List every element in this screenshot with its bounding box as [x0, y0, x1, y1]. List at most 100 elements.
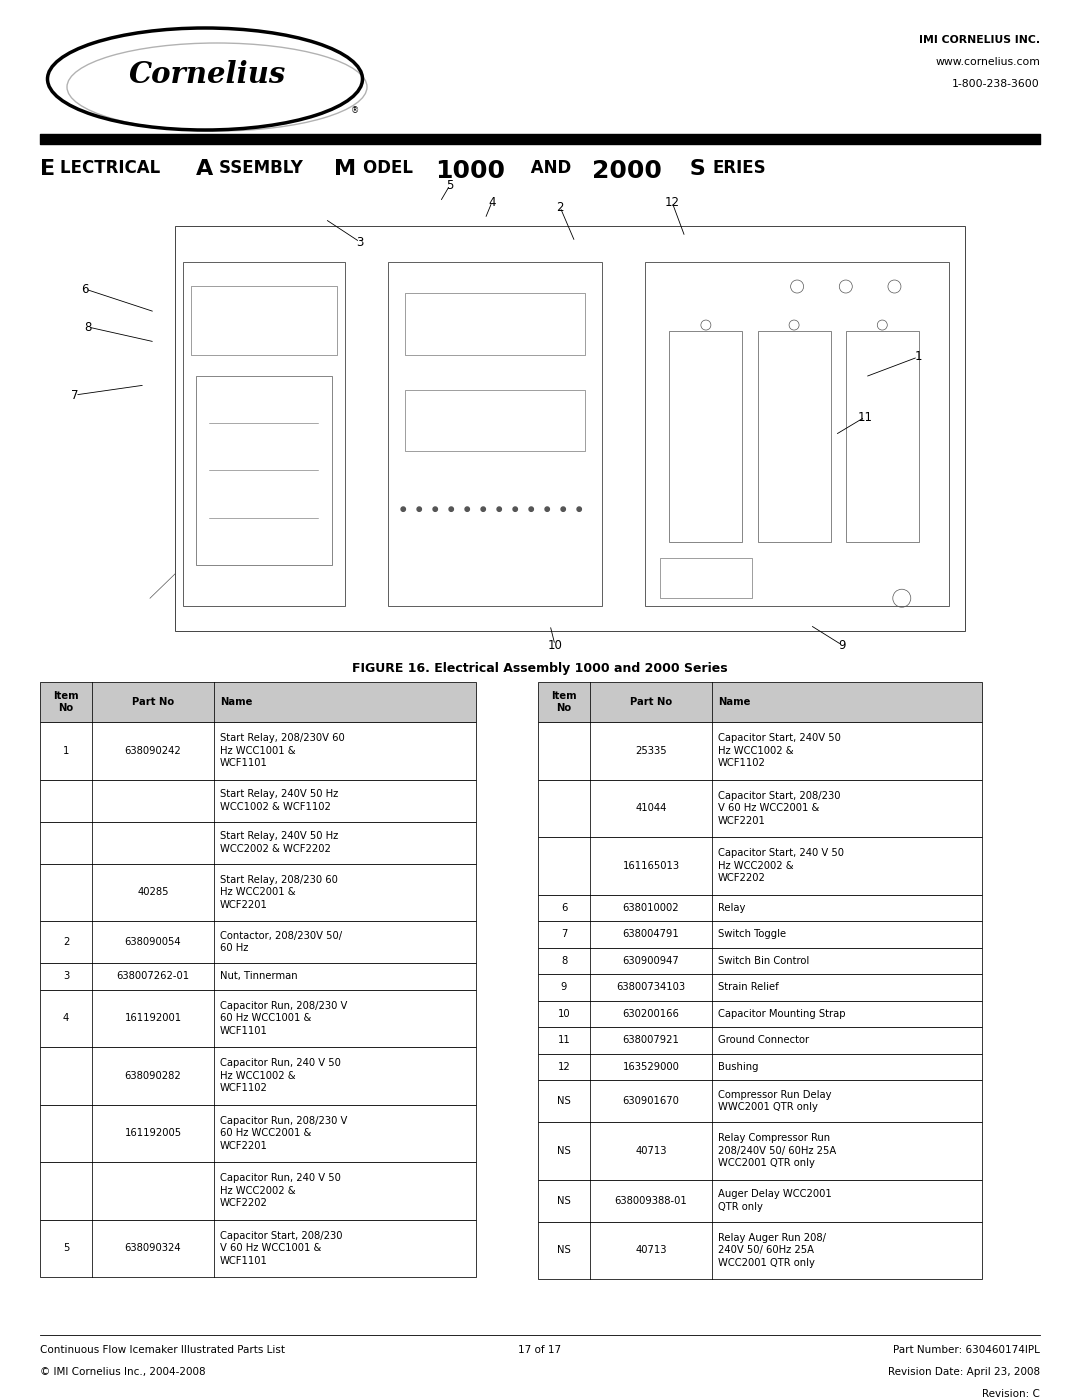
Bar — [195, 376, 332, 564]
Text: 630900947: 630900947 — [623, 956, 679, 965]
Bar — [645, 263, 949, 606]
Text: Nut, Tinnerman: Nut, Tinnerman — [220, 971, 298, 981]
Text: 8: 8 — [561, 956, 567, 965]
Text: M: M — [334, 159, 356, 179]
Text: Bushing: Bushing — [718, 1062, 758, 1071]
Text: Part Number: 630460174IPL: Part Number: 630460174IPL — [893, 1345, 1040, 1355]
Circle shape — [481, 507, 485, 511]
Circle shape — [417, 507, 421, 511]
Bar — [405, 390, 584, 451]
Text: Auger Delay WCC2001
QTR only: Auger Delay WCC2001 QTR only — [718, 1189, 832, 1211]
Circle shape — [449, 507, 454, 511]
Text: IMI CORNELIUS INC.: IMI CORNELIUS INC. — [919, 35, 1040, 45]
Circle shape — [497, 507, 501, 511]
Text: 40285: 40285 — [137, 887, 168, 897]
Text: 6: 6 — [81, 282, 89, 296]
Text: Name: Name — [718, 697, 751, 707]
Circle shape — [465, 507, 470, 511]
Text: 3: 3 — [63, 971, 69, 981]
Text: 1-800-238-3600: 1-800-238-3600 — [953, 80, 1040, 89]
Text: Capacitor Mounting Strap: Capacitor Mounting Strap — [718, 1009, 846, 1018]
Text: Capacitor Start, 240 V 50
Hz WCC2002 &
WCF2202: Capacitor Start, 240 V 50 Hz WCC2002 & W… — [718, 848, 843, 883]
Bar — [40, 1046, 476, 1105]
Bar — [40, 821, 476, 863]
Bar — [846, 331, 919, 542]
Text: 638090242: 638090242 — [124, 746, 181, 756]
Text: 12: 12 — [557, 1062, 570, 1071]
Text: 2: 2 — [63, 937, 69, 947]
Text: 11: 11 — [858, 411, 873, 423]
Bar — [191, 286, 337, 355]
Text: 7: 7 — [71, 388, 79, 401]
Text: 638004791: 638004791 — [623, 929, 679, 939]
Text: Strain Relief: Strain Relief — [718, 982, 779, 992]
Text: 638010002: 638010002 — [623, 902, 679, 912]
Text: 161192001: 161192001 — [124, 1013, 181, 1023]
Text: AND: AND — [525, 159, 577, 177]
Text: 5: 5 — [446, 179, 454, 191]
Text: 8: 8 — [84, 320, 92, 334]
Text: 40713: 40713 — [635, 1245, 666, 1256]
Bar — [660, 557, 752, 598]
Text: Name: Name — [220, 697, 253, 707]
Bar — [40, 722, 476, 780]
Text: Ground Connector: Ground Connector — [718, 1035, 809, 1045]
Circle shape — [545, 507, 550, 511]
Text: 9: 9 — [838, 638, 846, 651]
Bar — [538, 894, 982, 921]
Text: 6: 6 — [561, 902, 567, 912]
Text: 638090324: 638090324 — [124, 1243, 181, 1253]
Bar — [538, 1027, 982, 1053]
Text: 40713: 40713 — [635, 1146, 666, 1155]
Text: ®: ® — [351, 106, 360, 116]
Text: 9: 9 — [561, 982, 567, 992]
Text: Relay Compressor Run
208/240V 50/ 60Hz 25A
WCC2001 QTR only: Relay Compressor Run 208/240V 50/ 60Hz 2… — [718, 1133, 836, 1168]
Text: Start Relay, 208/230 60
Hz WCC2001 &
WCF2201: Start Relay, 208/230 60 Hz WCC2001 & WCF… — [220, 875, 338, 909]
Text: ODEL: ODEL — [363, 159, 418, 177]
Text: 638090282: 638090282 — [124, 1070, 181, 1081]
Text: Compressor Run Delay
WWC2001 QTR only: Compressor Run Delay WWC2001 QTR only — [718, 1090, 832, 1112]
Text: NS: NS — [557, 1245, 571, 1256]
Text: 630200166: 630200166 — [622, 1009, 679, 1018]
Bar — [538, 947, 982, 974]
Bar — [538, 1000, 982, 1027]
Text: 7: 7 — [561, 929, 567, 939]
Text: Cornelius: Cornelius — [129, 60, 285, 88]
Bar — [538, 974, 982, 1000]
Bar — [538, 921, 982, 947]
Bar — [40, 1220, 476, 1277]
Circle shape — [577, 507, 581, 511]
Text: FIGURE 16. Electrical Assembly 1000 and 2000 Series: FIGURE 16. Electrical Assembly 1000 and … — [352, 662, 728, 675]
Text: 25335: 25335 — [635, 746, 666, 756]
Bar — [538, 1179, 982, 1221]
Bar — [175, 226, 966, 630]
Text: Capacitor Run, 208/230 V
60 Hz WCC2001 &
WCF2201: Capacitor Run, 208/230 V 60 Hz WCC2001 &… — [220, 1116, 348, 1151]
Text: 3: 3 — [356, 236, 364, 249]
Bar — [538, 1221, 982, 1280]
Text: 12: 12 — [664, 196, 679, 208]
Text: 11: 11 — [557, 1035, 570, 1045]
Text: Capacitor Start, 208/230
V 60 Hz WCC2001 &
WCF2201: Capacitor Start, 208/230 V 60 Hz WCC2001… — [718, 791, 840, 826]
Circle shape — [561, 507, 566, 511]
Text: Relay: Relay — [718, 902, 745, 912]
Bar — [538, 722, 982, 780]
Text: 161165013: 161165013 — [622, 861, 679, 870]
Text: Item
No: Item No — [551, 690, 577, 714]
Text: 638009388-01: 638009388-01 — [615, 1196, 687, 1206]
Circle shape — [433, 507, 437, 511]
Text: 638090054: 638090054 — [124, 937, 181, 947]
Text: 10: 10 — [548, 638, 563, 651]
Text: Relay Auger Run 208/
240V 50/ 60Hz 25A
WCC2001 QTR only: Relay Auger Run 208/ 240V 50/ 60Hz 25A W… — [718, 1232, 826, 1267]
Bar — [40, 780, 476, 821]
Bar — [40, 682, 476, 722]
Text: 161192005: 161192005 — [124, 1129, 181, 1139]
Text: Part No: Part No — [132, 697, 174, 707]
Text: LECTRICAL: LECTRICAL — [59, 159, 165, 177]
Text: Start Relay, 240V 50 Hz
WCC2002 & WCF2202: Start Relay, 240V 50 Hz WCC2002 & WCF220… — [220, 831, 338, 854]
Text: 1: 1 — [63, 746, 69, 756]
Text: S: S — [683, 159, 706, 179]
Text: Start Relay, 240V 50 Hz
WCC1002 & WCF1102: Start Relay, 240V 50 Hz WCC1002 & WCF110… — [220, 789, 338, 812]
Bar — [40, 1105, 476, 1162]
Circle shape — [401, 507, 405, 511]
Bar — [757, 331, 831, 542]
